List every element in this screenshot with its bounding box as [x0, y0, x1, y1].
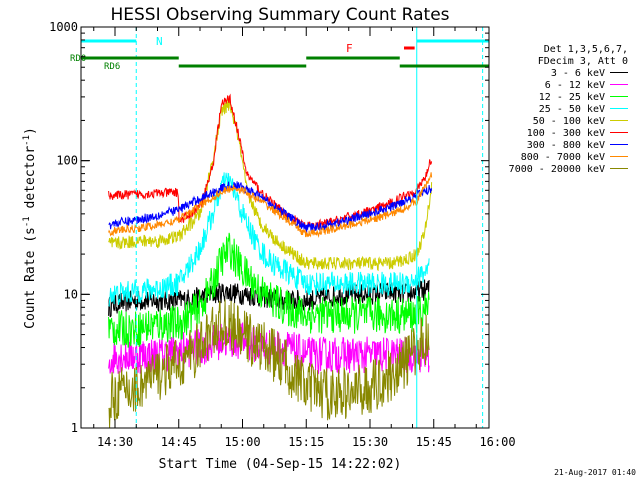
legend-entry-label-7: 300 - 800 keV [527, 140, 605, 151]
x-tick-label: 16:00 [479, 435, 515, 449]
legend-header-line-1: Det 1,3,5,6,7, [544, 44, 628, 55]
legend-entry-label-8: 800 - 7000 keV [521, 152, 605, 163]
y-tick-label: 1 [71, 421, 78, 435]
chart-title: HESSI Observing Summary Count Rates [110, 5, 449, 25]
y-axis-label-sup1: -1 [22, 216, 32, 227]
rd0-flag-label: RD0 [70, 54, 86, 64]
legend-entry-label-3: 12 - 25 keV [539, 92, 605, 103]
x-tick-label: 14:45 [161, 435, 197, 449]
legend: Det 1,3,5,6,7,FDecim 3, Att 03 - 6 keV6 … [509, 44, 628, 175]
f-flag-label: F [346, 42, 353, 55]
x-tick-label: 14:30 [97, 435, 133, 449]
legend-entry-label-4: 25 - 50 keV [539, 104, 605, 115]
rd6-flag-label: RD6 [104, 62, 120, 72]
x-tick-label: 15:15 [288, 435, 324, 449]
y-tick-label: 10 [64, 287, 78, 301]
y-axis-label-main: Count Rate (s [23, 227, 38, 329]
x-tick-label: 15:00 [224, 435, 260, 449]
y-axis-label: Count Rate (s-1 detector-1) [22, 127, 38, 329]
y-axis-label-end: ) [23, 127, 38, 135]
x-axis-label: Start Time (04-Sep-15 14:22:02) [159, 457, 402, 472]
legend-entry-label-1: 3 - 6 keV [551, 68, 605, 79]
series-line-6 [108, 93, 433, 230]
series-line-7 [108, 181, 433, 234]
axes-layer: 1 10 100 1000 14:30 14:45 15:00 15:15 15:30 15:45… [49, 20, 515, 449]
legend-entry-label-2: 6 - 12 keV [545, 80, 605, 91]
series-line-5 [108, 96, 433, 272]
y-axis-label-sup2: -1 [22, 135, 32, 146]
footer-timestamp: 21-Aug-2017 01:40 [554, 468, 636, 477]
x-tick-label: 15:45 [416, 435, 452, 449]
series-line-9 [108, 299, 430, 429]
n-flag-label: N [156, 35, 163, 48]
flags-layer: N F RD0 RD6 [70, 27, 489, 428]
series-line-3 [108, 232, 430, 348]
x-tick-label: 15:30 [352, 435, 388, 449]
series-line-8 [108, 172, 433, 238]
y-axis-label-mid: detector [23, 146, 38, 217]
series-layer [108, 93, 433, 429]
legend-entry-label-5: 50 - 100 keV [533, 116, 605, 127]
legend-header-line-2: FDecim 3, Att 0 [538, 56, 628, 67]
legend-entry-label-6: 100 - 300 keV [527, 128, 605, 139]
series-line-4 [108, 172, 430, 308]
y-tick-label: 1000 [49, 20, 78, 34]
legend-entry-label-9: 7000 - 20000 keV [509, 164, 605, 175]
series-line-1 [108, 279, 430, 318]
y-tick-label: 100 [56, 154, 78, 168]
